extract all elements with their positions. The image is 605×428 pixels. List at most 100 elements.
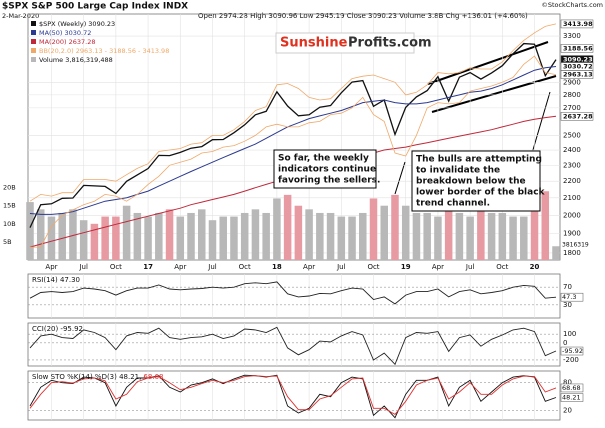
- volume-bar: [26, 202, 34, 260]
- legend-swatch: [31, 21, 36, 26]
- volume-bar: [509, 216, 517, 260]
- y-tick-label: 70: [563, 283, 572, 291]
- y-tick-label: 2400: [563, 146, 581, 154]
- volume-bar: [326, 212, 335, 260]
- volume-bar: [230, 216, 238, 260]
- volume-bar: [530, 209, 539, 260]
- volume-bar: [305, 209, 313, 260]
- price-tag-box: [560, 44, 594, 53]
- x-tick-label: 20: [530, 263, 540, 271]
- volume-bar: [380, 205, 389, 260]
- annotation-text: The bulls are attempting: [416, 155, 542, 165]
- watermark-box: [275, 32, 415, 54]
- volume-bar: [316, 212, 324, 260]
- x-tick-label: Oct: [367, 263, 379, 271]
- annotation-box: [273, 149, 377, 189]
- legend-label: MA(50) 3030.72: [39, 29, 91, 37]
- x-tick-label: 19: [401, 263, 411, 271]
- y-tick-label: 80: [563, 379, 572, 387]
- y-tick-label: 2000: [563, 211, 581, 219]
- x-tick-label: Apr: [432, 263, 444, 271]
- value-tag: 68.68: [562, 384, 581, 392]
- volume-tick-label: 15B: [3, 202, 16, 210]
- price-tag: 3090.23: [563, 56, 593, 64]
- arrow: [394, 161, 406, 195]
- x-tick-label: 17: [143, 263, 153, 271]
- volume-bar: [487, 212, 496, 260]
- price-tag: 2637.28: [563, 112, 593, 120]
- volume-bar: [348, 216, 356, 260]
- panel-title: CCI(20) -95.92: [32, 325, 83, 333]
- x-tick-label: Apr: [174, 263, 186, 271]
- price-tag-box: [560, 112, 594, 121]
- volume-bar: [122, 205, 131, 260]
- value-tag: 47.3: [562, 293, 576, 301]
- volume-bar: [165, 209, 174, 260]
- arrow: [529, 91, 551, 161]
- x-tick-label: Jul: [465, 263, 475, 271]
- panel-frame: [27, 322, 561, 367]
- x-tick-label: Jul: [78, 263, 88, 271]
- x-tick-label: Apr: [303, 263, 315, 271]
- series-line: [29, 281, 557, 305]
- annotation-text: lower border of the black: [416, 188, 546, 198]
- volume-bar: [466, 216, 474, 260]
- panel-frame: [27, 273, 561, 319]
- volume-bar: [187, 212, 195, 260]
- x-tick-label: Oct: [496, 263, 508, 271]
- x-tick-label: 18: [272, 263, 282, 271]
- legend-swatch: [31, 48, 36, 53]
- x-tick-label: Apr: [45, 263, 57, 271]
- annotation-box: [411, 150, 541, 212]
- volume-bar: [294, 205, 303, 260]
- legend-label: Volume 3,816,319,488: [39, 56, 113, 64]
- series-line: [29, 23, 557, 202]
- x-tick-label: Oct: [110, 263, 122, 271]
- volume-bar: [434, 216, 442, 260]
- y-tick-label: 2100: [563, 194, 581, 202]
- x-tick-label: Jul: [336, 263, 346, 271]
- y-tick-label: 20: [563, 407, 572, 415]
- volume-bar: [36, 209, 45, 260]
- trend-line: [431, 75, 557, 113]
- volume-bar: [337, 216, 346, 260]
- annotation-text: So far, the weekly: [278, 154, 369, 164]
- y-tick-label: 0: [563, 339, 567, 347]
- volume-tick-label: 5B: [3, 238, 12, 246]
- volume-bar: [369, 198, 378, 260]
- y-tick-label: 1900: [563, 230, 581, 238]
- volume-bar: [155, 212, 163, 260]
- chart-date: 2-Mar-2020: [2, 12, 39, 20]
- price-tag-box: [560, 70, 594, 79]
- volume-bar: [477, 205, 485, 260]
- panel-title-extra: 68.68: [143, 373, 163, 381]
- price-tag-box: [560, 19, 594, 29]
- y-tick-label: 2700: [563, 104, 581, 112]
- value-tag-box: [560, 383, 584, 393]
- volume-bar: [219, 216, 227, 260]
- y-tick-label: 2300: [563, 161, 581, 169]
- y-tick-label: 100: [563, 330, 576, 338]
- volume-tick-label: 10B: [3, 220, 16, 228]
- watermark: Sunshine: [280, 36, 348, 51]
- volume-bar: [359, 212, 367, 260]
- annotation-text: breakdown below the: [416, 177, 526, 187]
- value-tag-box: [560, 292, 584, 302]
- watermark: Profits.com: [348, 36, 432, 51]
- legend-swatch: [31, 30, 36, 35]
- panel-title: RSI(14) 47.30: [32, 276, 80, 284]
- value-tag: 48.21: [562, 394, 581, 402]
- volume-bar: [176, 216, 185, 260]
- volume-bar: [90, 223, 99, 260]
- volume-bar: [541, 191, 550, 260]
- price-tag: 3030.72: [563, 63, 593, 71]
- annotation-text: indicators continue: [278, 165, 376, 175]
- y-tick-label: -200: [563, 356, 579, 364]
- volume-bar: [423, 212, 431, 260]
- y-tick-label: 30: [563, 301, 572, 309]
- series-line: [29, 42, 557, 228]
- volume-bar: [273, 198, 281, 260]
- volume-bar: [444, 202, 453, 260]
- annotation-text: to invalidate the: [416, 166, 500, 176]
